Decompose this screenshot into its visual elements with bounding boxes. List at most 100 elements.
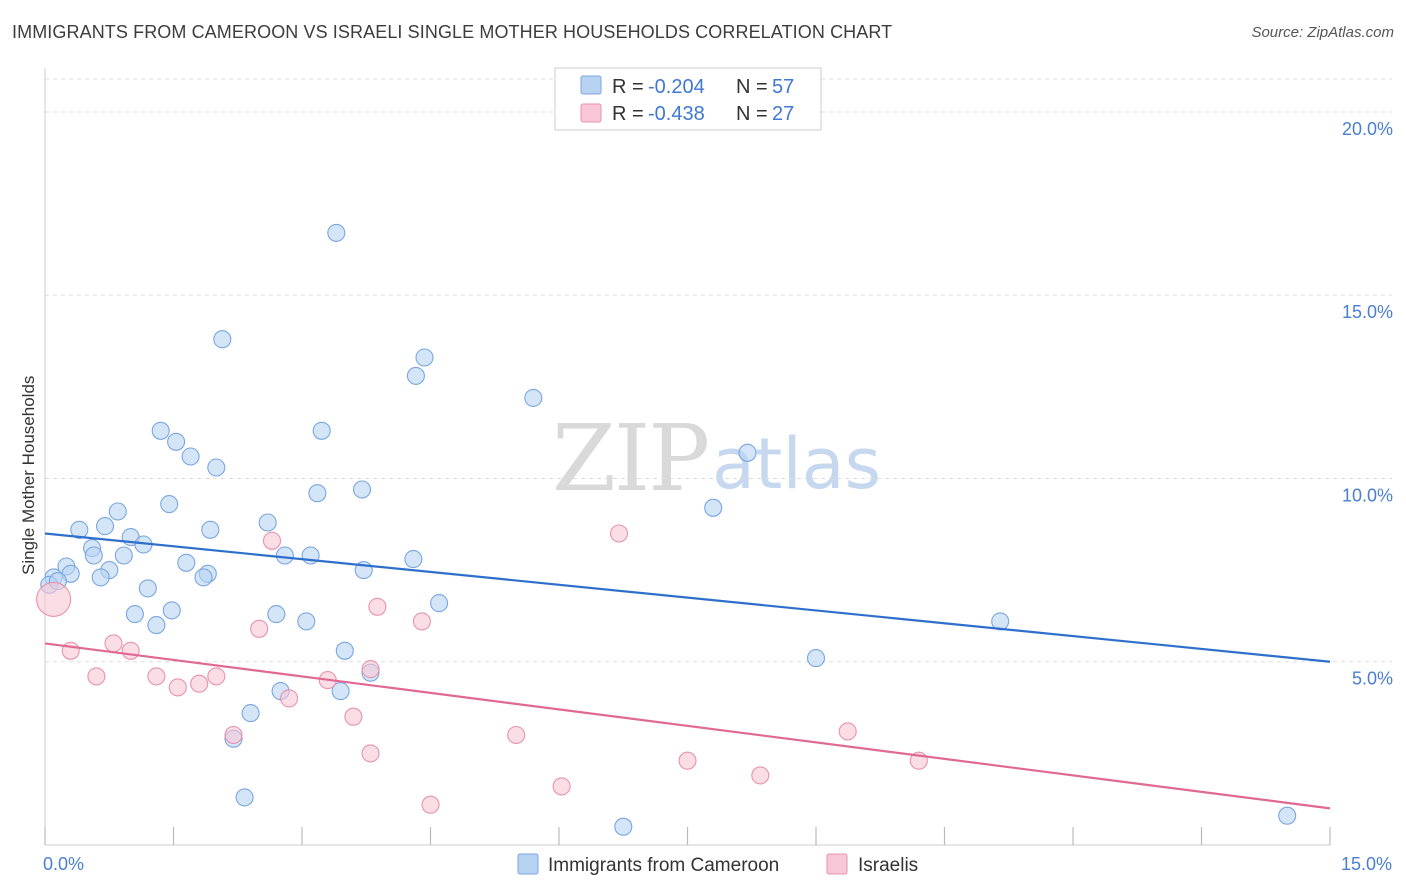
- point-cameroon: [181, 447, 200, 466]
- bottom-legend-swatch-israelis: [826, 853, 848, 875]
- point-israelis: [507, 725, 526, 745]
- trend-line-cameroon: [44, 532, 1331, 663]
- point-cameroon: [327, 223, 346, 242]
- point-israelis: [224, 725, 243, 745]
- point-cameroon: [614, 817, 633, 836]
- point-cameroon: [331, 682, 350, 701]
- point-cameroon: [194, 568, 213, 587]
- point-cameroon: [125, 605, 144, 624]
- point-cameroon: [806, 649, 826, 668]
- point-israelis: [36, 581, 72, 617]
- point-israelis: [412, 612, 431, 631]
- axes: [44, 68, 1331, 846]
- point-cameroon: [275, 546, 294, 565]
- point-cameroon: [108, 502, 127, 521]
- point-cameroon: [415, 348, 434, 367]
- legend-n-value-1: 57: [772, 76, 794, 98]
- point-israelis: [344, 707, 363, 726]
- y-tick-label: 15.0%: [1342, 302, 1393, 322]
- point-cameroon: [308, 484, 327, 503]
- point-cameroon: [297, 612, 316, 631]
- point-cameroon: [258, 513, 277, 532]
- legend-swatch-blue: [580, 75, 602, 95]
- grid-lines: [45, 78, 1392, 663]
- point-israelis: [262, 531, 282, 550]
- point-cameroon: [312, 421, 331, 440]
- x-tick-label: 0.0%: [43, 854, 84, 874]
- legend: R = -0.204 N = 57 R = -0.438 N = 27: [554, 67, 822, 131]
- data-points: [36, 223, 1297, 836]
- point-cameroon: [162, 601, 181, 620]
- point-cameroon: [114, 546, 133, 565]
- legend-n-label-2: N =: [736, 103, 768, 125]
- point-cameroon: [352, 480, 372, 499]
- point-israelis: [552, 777, 571, 796]
- trend-line-israelis: [44, 642, 1331, 810]
- watermark-atlas: atlas: [712, 423, 881, 505]
- point-cameroon: [241, 704, 260, 723]
- point-israelis: [87, 667, 106, 686]
- point-cameroon: [167, 432, 186, 451]
- trend-lines: [44, 532, 1331, 810]
- y-tick-label: 10.0%: [1342, 485, 1393, 505]
- point-israelis: [421, 795, 440, 814]
- point-israelis: [838, 722, 857, 741]
- point-cameroon: [160, 495, 179, 514]
- point-israelis: [361, 744, 380, 763]
- legend-n-label-1: N =: [736, 76, 768, 98]
- point-cameroon: [138, 579, 157, 598]
- point-israelis: [190, 674, 209, 693]
- point-cameroon: [95, 517, 115, 536]
- point-cameroon: [177, 553, 196, 572]
- chart-title: IMMIGRANTS FROM CAMEROON VS ISRAELI SING…: [12, 22, 893, 42]
- point-israelis: [751, 766, 770, 785]
- point-cameroon: [267, 605, 286, 624]
- legend-r-value-2: -0.438: [648, 103, 705, 125]
- tick-labels: 5.0% 10.0% 15.0% 20.0% 0.0% 15.0%: [43, 119, 1393, 874]
- point-cameroon: [151, 421, 170, 440]
- legend-r-label-2: R =: [612, 103, 644, 125]
- legend-swatch-pink: [580, 103, 602, 123]
- point-cameroon: [91, 568, 110, 587]
- point-cameroon: [70, 520, 89, 539]
- point-cameroon: [213, 330, 232, 349]
- point-cameroon: [524, 388, 543, 407]
- legend-n-value-2: 27: [772, 103, 794, 125]
- point-cameroon: [430, 594, 449, 613]
- legend-r-value-1: -0.204: [648, 76, 705, 98]
- watermark-zip: ZIP: [552, 405, 708, 512]
- bottom-legend-label-israelis: Israelis: [858, 855, 918, 876]
- point-cameroon: [704, 498, 723, 517]
- point-israelis: [121, 641, 140, 660]
- point-israelis: [361, 660, 380, 679]
- source-label: Source: ZipAtlas.com: [1251, 24, 1394, 41]
- point-israelis: [147, 667, 166, 686]
- bottom-legend-swatch-cameroon: [517, 853, 539, 875]
- y-tick-label: 20.0%: [1342, 119, 1393, 139]
- point-israelis: [280, 689, 299, 708]
- point-israelis: [368, 597, 387, 616]
- y-tick-label: 5.0%: [1352, 669, 1393, 689]
- point-israelis: [250, 619, 269, 638]
- point-israelis: [168, 678, 187, 697]
- point-israelis: [207, 667, 226, 686]
- point-cameroon: [738, 443, 757, 462]
- point-cameroon: [84, 546, 103, 565]
- bottom-legend: Immigrants from Cameroon Israelis: [517, 853, 918, 876]
- bottom-legend-label-cameroon: Immigrants from Cameroon: [548, 855, 779, 876]
- x-tick-label: 15.0%: [1341, 854, 1392, 874]
- legend-r-label-1: R =: [612, 76, 644, 98]
- watermark: ZIP atlas: [552, 405, 881, 512]
- point-cameroon: [207, 458, 226, 477]
- point-cameroon: [335, 641, 354, 660]
- point-cameroon: [1278, 806, 1297, 825]
- point-cameroon: [406, 366, 425, 385]
- point-israelis: [678, 751, 697, 770]
- point-cameroon: [235, 788, 254, 807]
- point-cameroon: [404, 550, 423, 569]
- point-cameroon: [201, 520, 220, 539]
- point-israelis: [104, 634, 123, 653]
- point-cameroon: [147, 616, 166, 635]
- point-israelis: [609, 524, 629, 543]
